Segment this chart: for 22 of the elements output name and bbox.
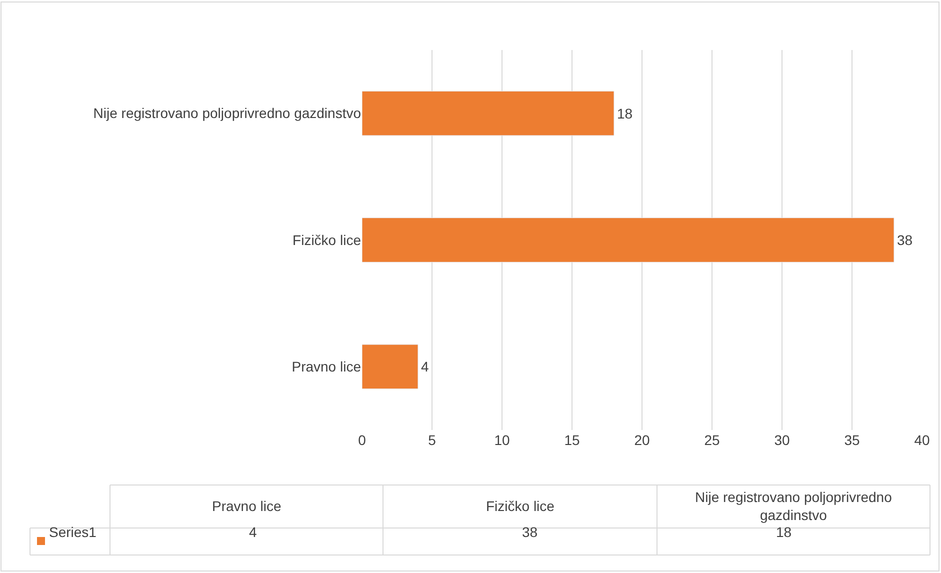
y-tick-label: Fizičko lice <box>292 232 362 248</box>
category-label: Pravno lice <box>212 498 282 514</box>
x-tick-label: 35 <box>844 432 860 448</box>
x-tick-label: 30 <box>774 432 790 448</box>
x-tick-label: 0 <box>358 432 366 448</box>
x-tick-label: 10 <box>494 432 510 448</box>
x-tick-label: 25 <box>704 432 720 448</box>
x-tick-label: 20 <box>634 432 650 448</box>
text: 4 <box>249 524 257 540</box>
y-tick-label: Nije registrovano poljoprivredno gazdinstvo <box>93 105 362 122</box>
data-label: 38 <box>897 232 913 248</box>
text: 18 <box>776 524 792 540</box>
x-tick-label: 5 <box>428 432 436 448</box>
data-label: 4 <box>421 358 429 375</box>
text: 38 <box>522 524 538 540</box>
legend-label: Series1 <box>49 524 97 540</box>
category-label: Fizičko lice <box>486 498 554 514</box>
x-tick-label: 40 <box>914 432 930 448</box>
category-label: Nije registrovano poljoprivredno gazdinstvo <box>695 489 892 524</box>
x-tick-label: 15 <box>564 432 580 448</box>
data-label: 18 <box>617 105 633 122</box>
y-tick-label: Pravno lice <box>292 358 362 375</box>
